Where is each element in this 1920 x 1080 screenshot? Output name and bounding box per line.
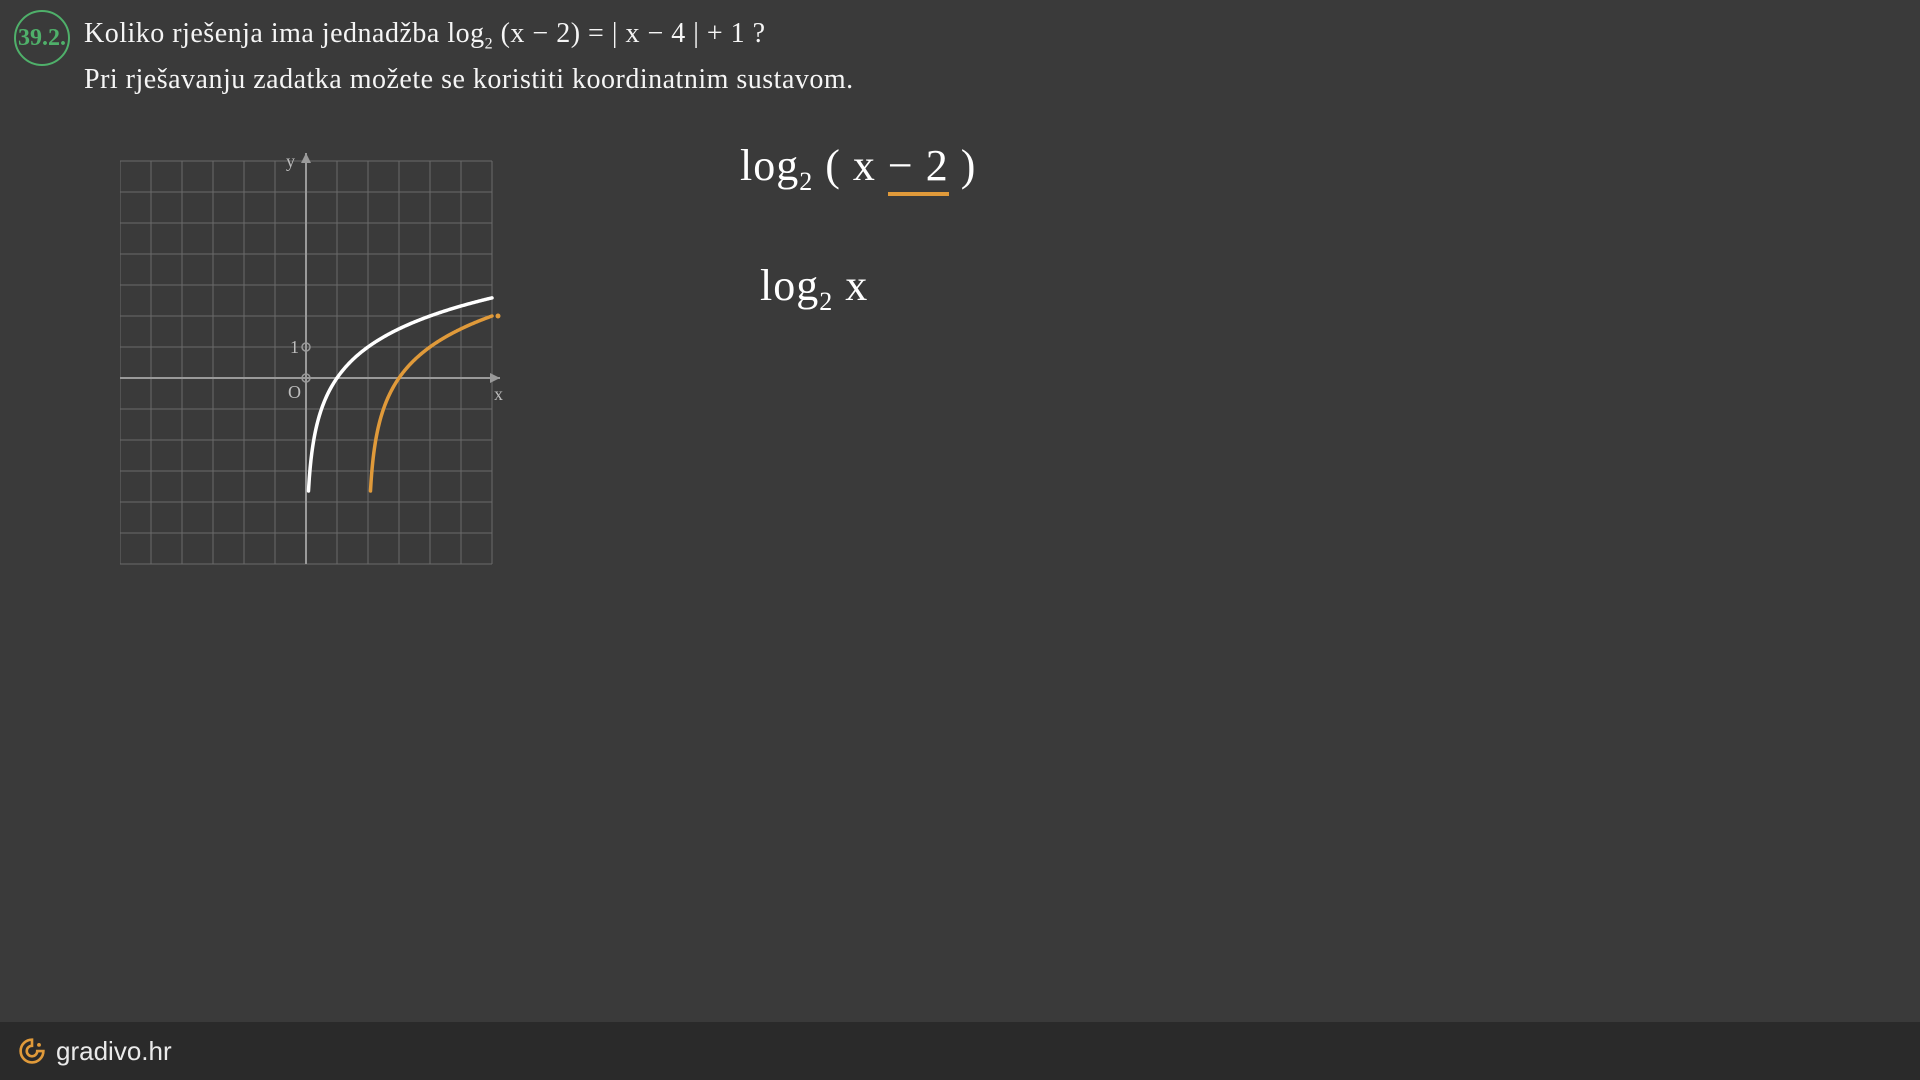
problem-line1-sub: 2 bbox=[485, 36, 494, 53]
problem-line-1: Koliko rješenja ima jednadžba log2 (x − … bbox=[84, 14, 854, 56]
expr1-mid: ( x bbox=[813, 141, 888, 190]
problem-number-badge: 39.2. bbox=[14, 10, 70, 66]
svg-text:y: y bbox=[286, 151, 295, 171]
coordinate-graph: y x O 1 bbox=[120, 150, 520, 585]
problem-number: 39.2. bbox=[18, 25, 66, 52]
expr2-post: x bbox=[833, 261, 868, 310]
expr1-sub: 2 bbox=[799, 167, 813, 196]
expr1-underlined: − 2 bbox=[888, 141, 949, 196]
svg-text:1: 1 bbox=[290, 337, 299, 357]
handwriting-expr-2: log2 x bbox=[760, 260, 868, 317]
expr2-pre: log bbox=[760, 261, 819, 310]
footer-brand: gradivo.hr bbox=[18, 1036, 172, 1067]
svg-text:O: O bbox=[288, 382, 301, 402]
handwriting-expr-1: log2 ( x − 2 ) bbox=[740, 140, 976, 197]
expr2-sub: 2 bbox=[819, 287, 833, 316]
brand-logo-icon bbox=[18, 1037, 46, 1065]
footer-bar: gradivo.hr bbox=[0, 1022, 1920, 1080]
expr1-pre: log bbox=[740, 141, 799, 190]
brand-text: gradivo.hr bbox=[56, 1036, 172, 1067]
problem-line1-pre: Koliko rješenja ima jednadžba log bbox=[84, 18, 485, 49]
problem-line-2: Pri rješavanju zadatka možete se koristi… bbox=[84, 60, 854, 99]
svg-text:x: x bbox=[494, 384, 503, 404]
problem-statement: Koliko rješenja ima jednadžba log2 (x − … bbox=[84, 14, 854, 99]
expr1-post: ) bbox=[949, 141, 977, 190]
problem-line1-post: (x − 2) = | x − 4 | + 1 ? bbox=[493, 18, 765, 49]
graph-svg: y x O 1 bbox=[120, 150, 520, 580]
